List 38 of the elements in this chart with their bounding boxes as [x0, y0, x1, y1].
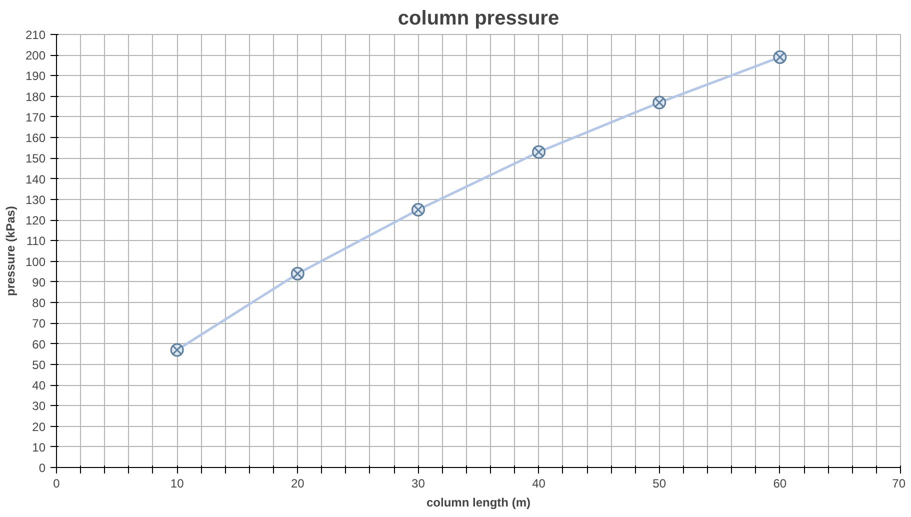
x-tick-label: 20	[290, 476, 305, 490]
y-tick-label: 20	[32, 420, 46, 434]
y-tick-label: 10	[32, 440, 46, 454]
x-tick-label: 60	[773, 476, 787, 490]
x-tick-label: 10	[170, 476, 184, 490]
point	[532, 145, 546, 159]
point	[290, 266, 304, 280]
y-tick-label: 200	[25, 48, 46, 63]
x-tick-label: 40	[532, 476, 546, 490]
y-tick-label: 0	[38, 461, 46, 475]
point	[411, 203, 425, 216]
x-tick-label: 30	[412, 476, 426, 490]
y-tick-label: 210	[25, 28, 46, 42]
y-tick-label: 130	[25, 192, 46, 207]
y-tick-label: 160	[25, 131, 46, 146]
y-tick-label: 100	[25, 254, 46, 269]
x-tick-label: 50	[652, 476, 666, 490]
y-tick-label: 140	[25, 172, 46, 186]
x-tick-label: 0	[53, 476, 60, 490]
y-tick-label: 180	[25, 90, 46, 104]
y-tick-label: 110	[26, 234, 46, 248]
y-tick-label: 60	[32, 337, 46, 352]
y-tick-label: 40	[32, 378, 46, 393]
chart-title: column pressure	[398, 8, 560, 30]
point	[773, 50, 787, 64]
y-tick-label: 80	[32, 296, 46, 310]
point	[652, 96, 666, 110]
y-tick-label: 150	[25, 152, 46, 166]
y-axis-title: pressure (kPas)	[3, 206, 18, 296]
y-tick-label: 70	[32, 316, 46, 331]
x-tick-label: 70	[892, 476, 906, 490]
x-axis-title: column length (m)	[426, 496, 531, 510]
y-tick-label: 170	[25, 110, 46, 124]
y-tick-label: 90	[32, 275, 46, 290]
y-tick-label: 190	[25, 69, 46, 84]
y-tick-label: 120	[25, 214, 46, 228]
y-tick-label: 50	[32, 358, 46, 372]
y-tick-label: 30	[32, 399, 46, 414]
